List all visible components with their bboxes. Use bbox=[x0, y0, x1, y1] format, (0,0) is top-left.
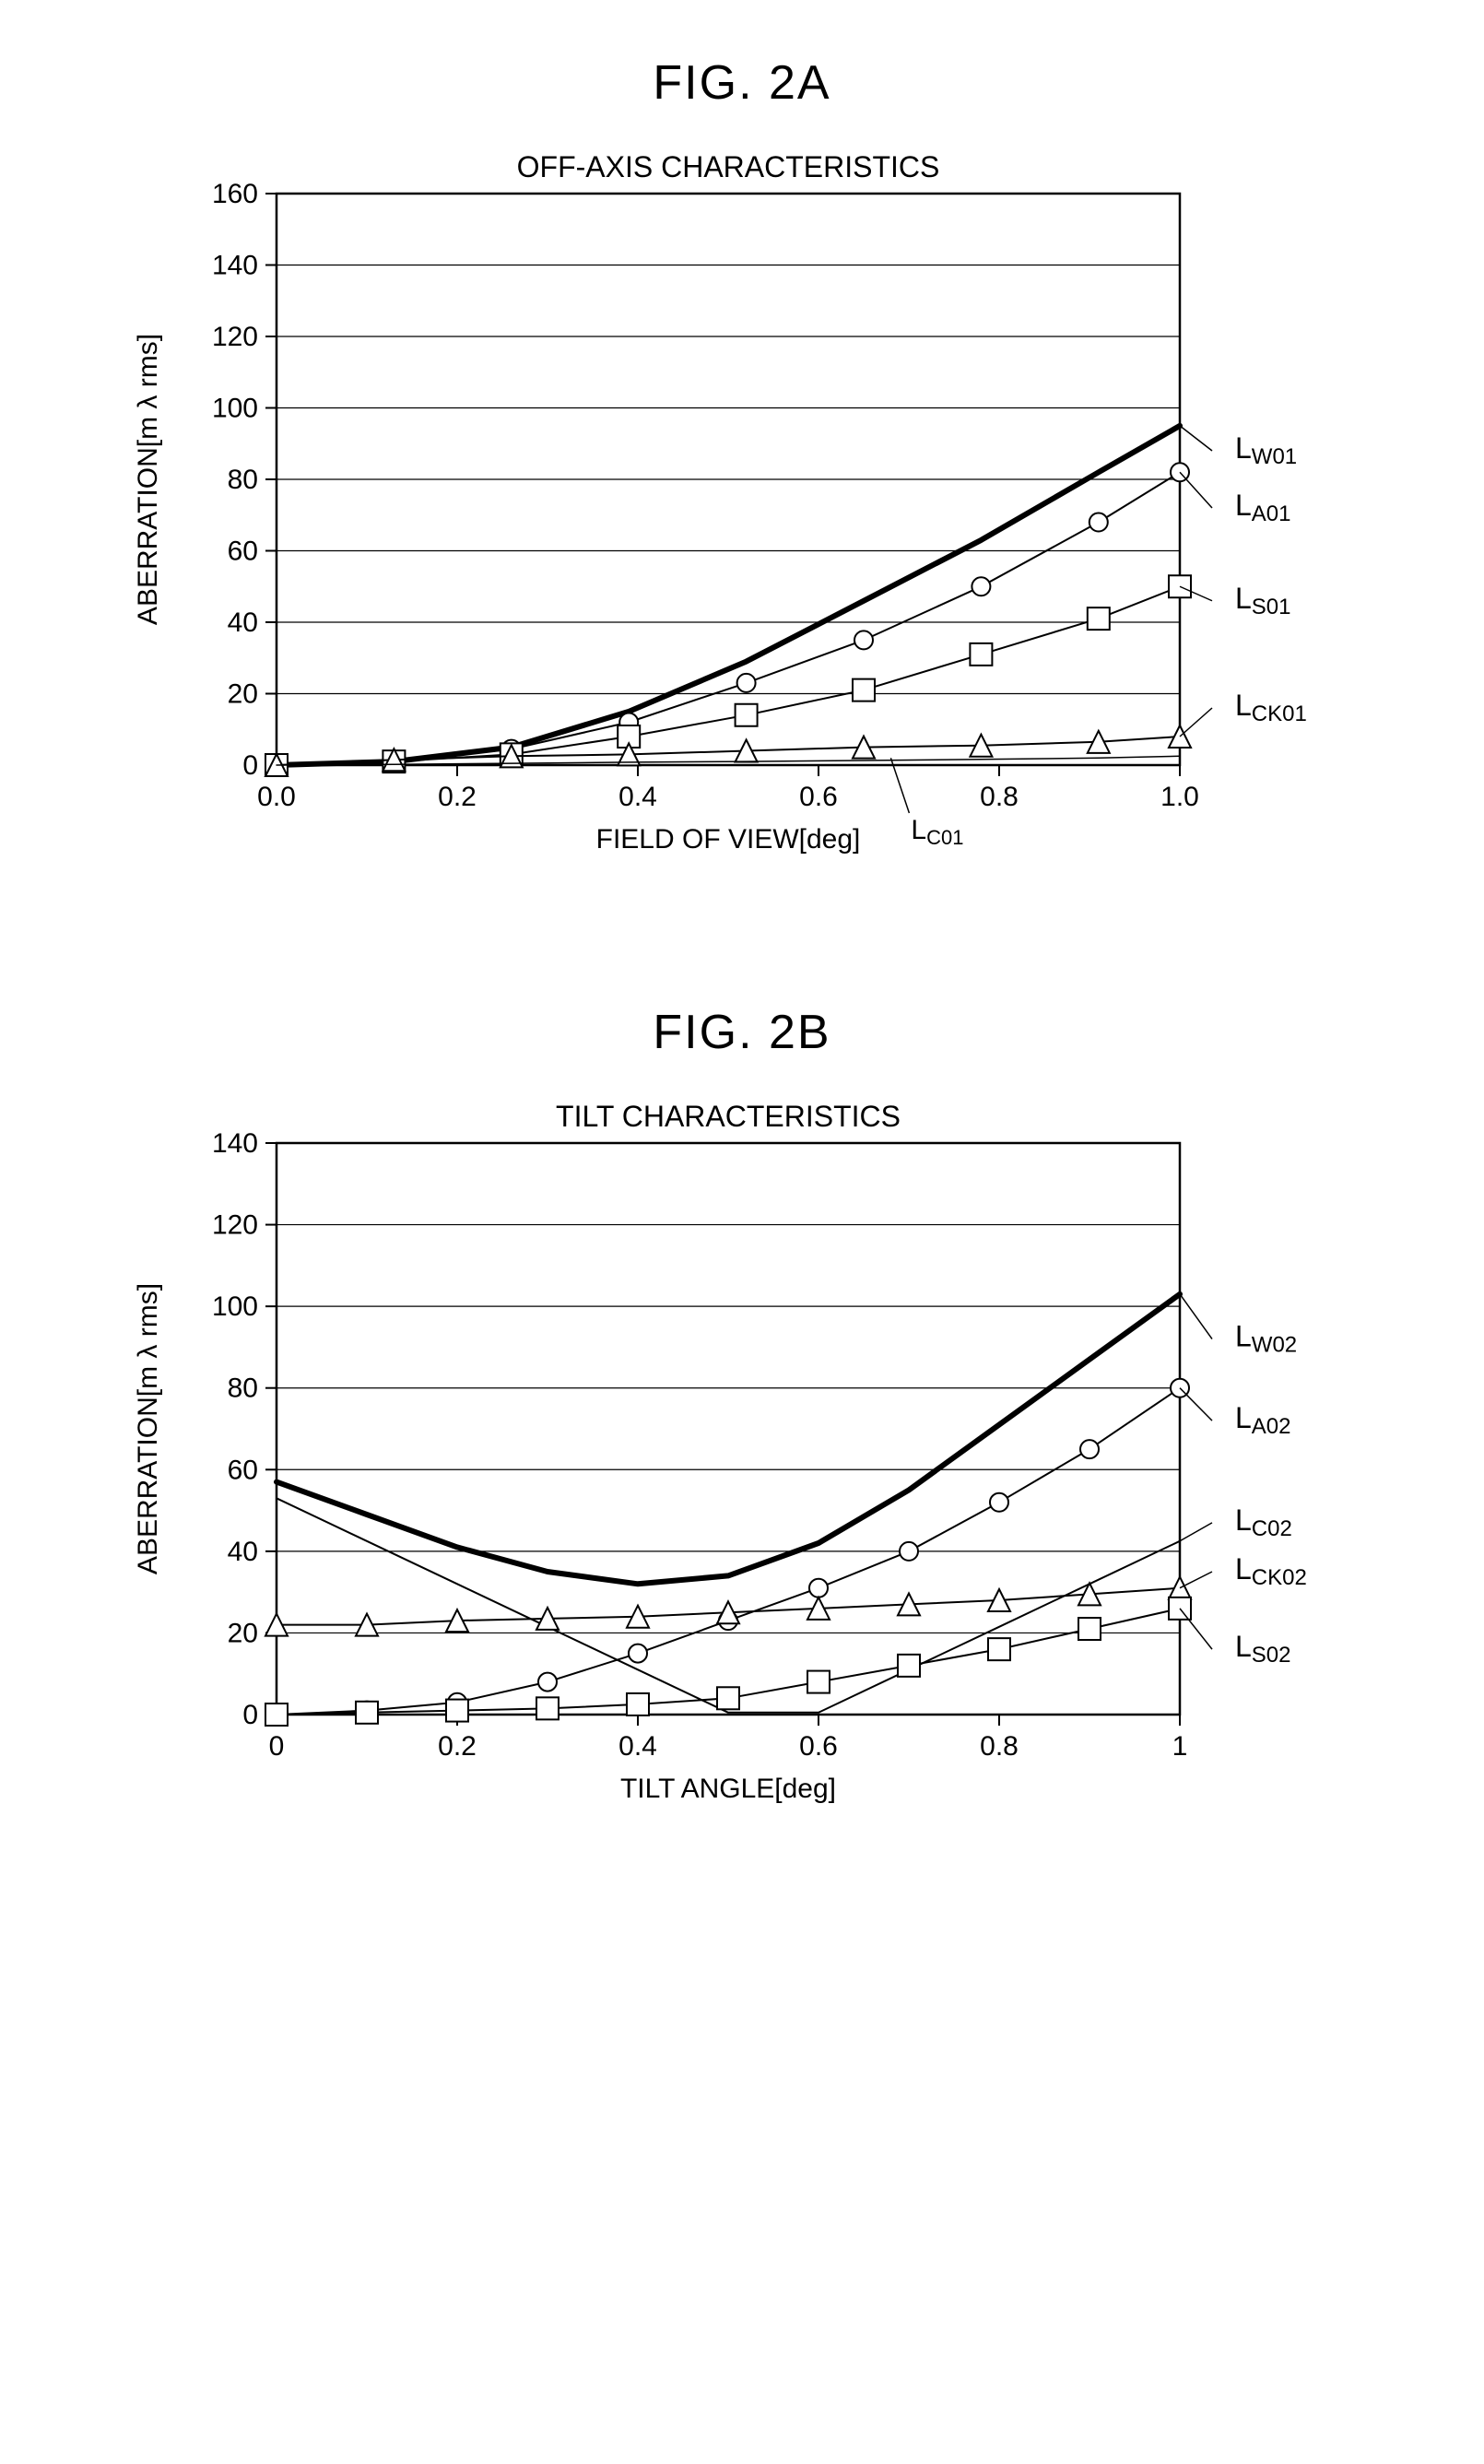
chart-2a-marker-circle bbox=[972, 577, 990, 595]
chart-2b-series-label-LS02: LS02 bbox=[1235, 1630, 1291, 1668]
chart-2b-marker-square bbox=[627, 1693, 649, 1715]
page: FIG. 2A OFF-AXIS CHARACTERISTICS 0.0 0.2 0.… bbox=[0, 0, 1484, 2046]
chart-2a-marker-circle bbox=[1089, 513, 1108, 532]
chart-2a-xtick-label: 0.4 bbox=[618, 782, 657, 812]
chart-2a-ytick-label: 0 bbox=[242, 750, 258, 781]
chart-2b-xtick-label: 1 bbox=[1172, 1731, 1188, 1762]
chart-2a-series-LS01 bbox=[277, 586, 1180, 765]
chart-2a-xtick-label: 0.6 bbox=[799, 782, 838, 812]
chart-2a-series-label-LW01: LW01 bbox=[1235, 431, 1297, 469]
chart-2b-ytick-label: 120 bbox=[212, 1210, 258, 1241]
chart-2b-ytick-label: 140 bbox=[212, 1128, 258, 1159]
chart-2b-marker-square bbox=[898, 1655, 920, 1677]
chart-2a-ylabel: ABERRATION[m λ rms] bbox=[133, 334, 163, 625]
chart-2a: OFF-AXIS CHARACTERISTICS 0.0 0.2 0.4 0.6 0.8 1… bbox=[92, 138, 1392, 894]
chart-2a-ytick-label: 160 bbox=[212, 179, 258, 209]
chart-2a-series-label-LC01: LC01 bbox=[911, 815, 963, 849]
chart-2b-callout-LA02 bbox=[1180, 1388, 1212, 1421]
chart-2b-callout-LW02 bbox=[1180, 1294, 1212, 1339]
chart-2a-series-label-LA01: LA01 bbox=[1235, 489, 1291, 526]
chart-2b-callout-LS02 bbox=[1180, 1609, 1212, 1649]
chart-2b-series-LW02 bbox=[277, 1294, 1180, 1584]
chart-2b-svg: TILT CHARACTERISTICS 0 0.2 0.4 0.6 0.8 1 0 20 40 6… bbox=[92, 1088, 1419, 1844]
chart-2a-ytick-label: 80 bbox=[228, 465, 258, 495]
chart-2a-series-label-LCK01: LCK01 bbox=[1235, 689, 1307, 726]
chart-2b-xtick-label: 0 bbox=[269, 1731, 285, 1762]
chart-2b-marker-circle bbox=[990, 1493, 1008, 1512]
chart-2b-marker-square bbox=[265, 1704, 288, 1726]
chart-2b-marker-square bbox=[988, 1638, 1010, 1660]
chart-2a-ytick-label: 120 bbox=[212, 322, 258, 352]
chart-2a-callout-LW01 bbox=[1180, 426, 1212, 451]
chart-2b-marker-square bbox=[446, 1700, 468, 1722]
chart-2a-series-label-LS01: LS01 bbox=[1235, 582, 1291, 619]
chart-2b-ytick-label: 40 bbox=[228, 1537, 258, 1567]
chart-2b-ytick-label: 0 bbox=[242, 1700, 258, 1730]
chart-2a-marker-square bbox=[853, 679, 875, 701]
chart-2b-marker-square bbox=[807, 1671, 830, 1693]
chart-2a-xtick-label: 0.2 bbox=[438, 782, 477, 812]
chart-2a-svg: OFF-AXIS CHARACTERISTICS 0.0 0.2 0.4 0.6 0.8 1… bbox=[92, 138, 1419, 894]
chart-2a-ytick-label: 20 bbox=[228, 679, 258, 710]
figure-2a: FIG. 2A OFF-AXIS CHARACTERISTICS 0.0 0.2 0.… bbox=[92, 55, 1392, 894]
chart-2b-marker-square bbox=[717, 1687, 739, 1709]
chart-2b-marker-circle bbox=[1080, 1440, 1099, 1458]
chart-2b-series-label-LCK02: LCK02 bbox=[1235, 1552, 1307, 1590]
chart-2b-marker-circle bbox=[629, 1645, 647, 1663]
chart-2b-callout-LC02 bbox=[1180, 1523, 1212, 1541]
chart-2a-marker-square bbox=[736, 704, 758, 726]
chart-2b-xtick-label: 0.2 bbox=[438, 1731, 477, 1762]
chart-2b-series-label-LW02: LW02 bbox=[1235, 1320, 1297, 1358]
chart-2a-xtick-label: 0.8 bbox=[980, 782, 1019, 812]
chart-2b-title: TILT CHARACTERISTICS bbox=[556, 1100, 901, 1133]
chart-2b-ylabel: ABERRATION[m λ rms] bbox=[133, 1283, 163, 1574]
chart-2a-ytick-label: 100 bbox=[212, 394, 258, 424]
chart-2b-ytick-label: 100 bbox=[212, 1291, 258, 1322]
chart-2a-xtick-label: 1.0 bbox=[1160, 782, 1199, 812]
chart-2a-marker-circle bbox=[737, 674, 756, 692]
chart-2b-marker-square bbox=[536, 1697, 559, 1719]
chart-2a-ytick-label: 60 bbox=[228, 536, 258, 567]
chart-2b-series-label-LA02: LA02 bbox=[1235, 1401, 1291, 1439]
figure-2b: FIG. 2B TILT CHARACTERISTICS 0 0.2 0.4 0.6 0.… bbox=[92, 1005, 1392, 1844]
chart-2b-ytick-label: 80 bbox=[228, 1373, 258, 1404]
chart-2a-series-LA01 bbox=[277, 472, 1180, 765]
chart-2b-ytick-label: 60 bbox=[228, 1455, 258, 1485]
chart-2a-callout-LCK01 bbox=[1180, 708, 1212, 737]
chart-2a-series-LW01 bbox=[277, 426, 1180, 765]
chart-2b-series-label-LC02: LC02 bbox=[1235, 1503, 1292, 1541]
chart-2b-xtick-label: 0.4 bbox=[618, 1731, 657, 1762]
chart-2b-marker-circle bbox=[809, 1579, 828, 1597]
chart-2a-callout-LA01 bbox=[1180, 472, 1212, 508]
figure-2a-label: FIG. 2A bbox=[92, 55, 1392, 111]
chart-2b-ytick-label: 20 bbox=[228, 1618, 258, 1648]
figure-2b-label: FIG. 2B bbox=[92, 1005, 1392, 1060]
chart-2b: TILT CHARACTERISTICS 0 0.2 0.4 0.6 0.8 1 0 20 40 6… bbox=[92, 1088, 1392, 1844]
chart-2b-xtick-label: 0.8 bbox=[980, 1731, 1019, 1762]
chart-2b-callout-LCK02 bbox=[1180, 1572, 1212, 1588]
chart-2a-xlabel: FIELD OF VIEW[deg] bbox=[596, 824, 861, 855]
chart-2b-marker-circle bbox=[900, 1542, 918, 1561]
chart-2b-xtick-label: 0.6 bbox=[799, 1731, 838, 1762]
chart-2a-marker-circle bbox=[854, 631, 873, 649]
chart-2a-marker-square bbox=[970, 643, 992, 666]
chart-2a-ytick-label: 140 bbox=[212, 251, 258, 281]
chart-2a-title: OFF-AXIS CHARACTERISTICS bbox=[517, 150, 940, 183]
chart-2a-ytick-label: 40 bbox=[228, 607, 258, 638]
chart-2a-xtick-label: 0.0 bbox=[257, 782, 296, 812]
chart-2b-marker-circle bbox=[538, 1673, 557, 1692]
chart-2b-marker-square bbox=[356, 1702, 378, 1724]
chart-2b-xlabel: TILT ANGLE[deg] bbox=[620, 1774, 836, 1804]
chart-2b-marker-square bbox=[1078, 1618, 1101, 1640]
chart-2a-marker-square bbox=[1088, 607, 1110, 630]
